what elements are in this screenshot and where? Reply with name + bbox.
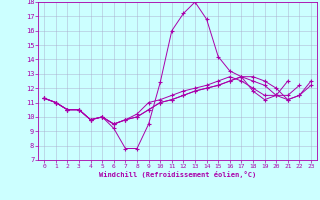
X-axis label: Windchill (Refroidissement éolien,°C): Windchill (Refroidissement éolien,°C) bbox=[99, 171, 256, 178]
